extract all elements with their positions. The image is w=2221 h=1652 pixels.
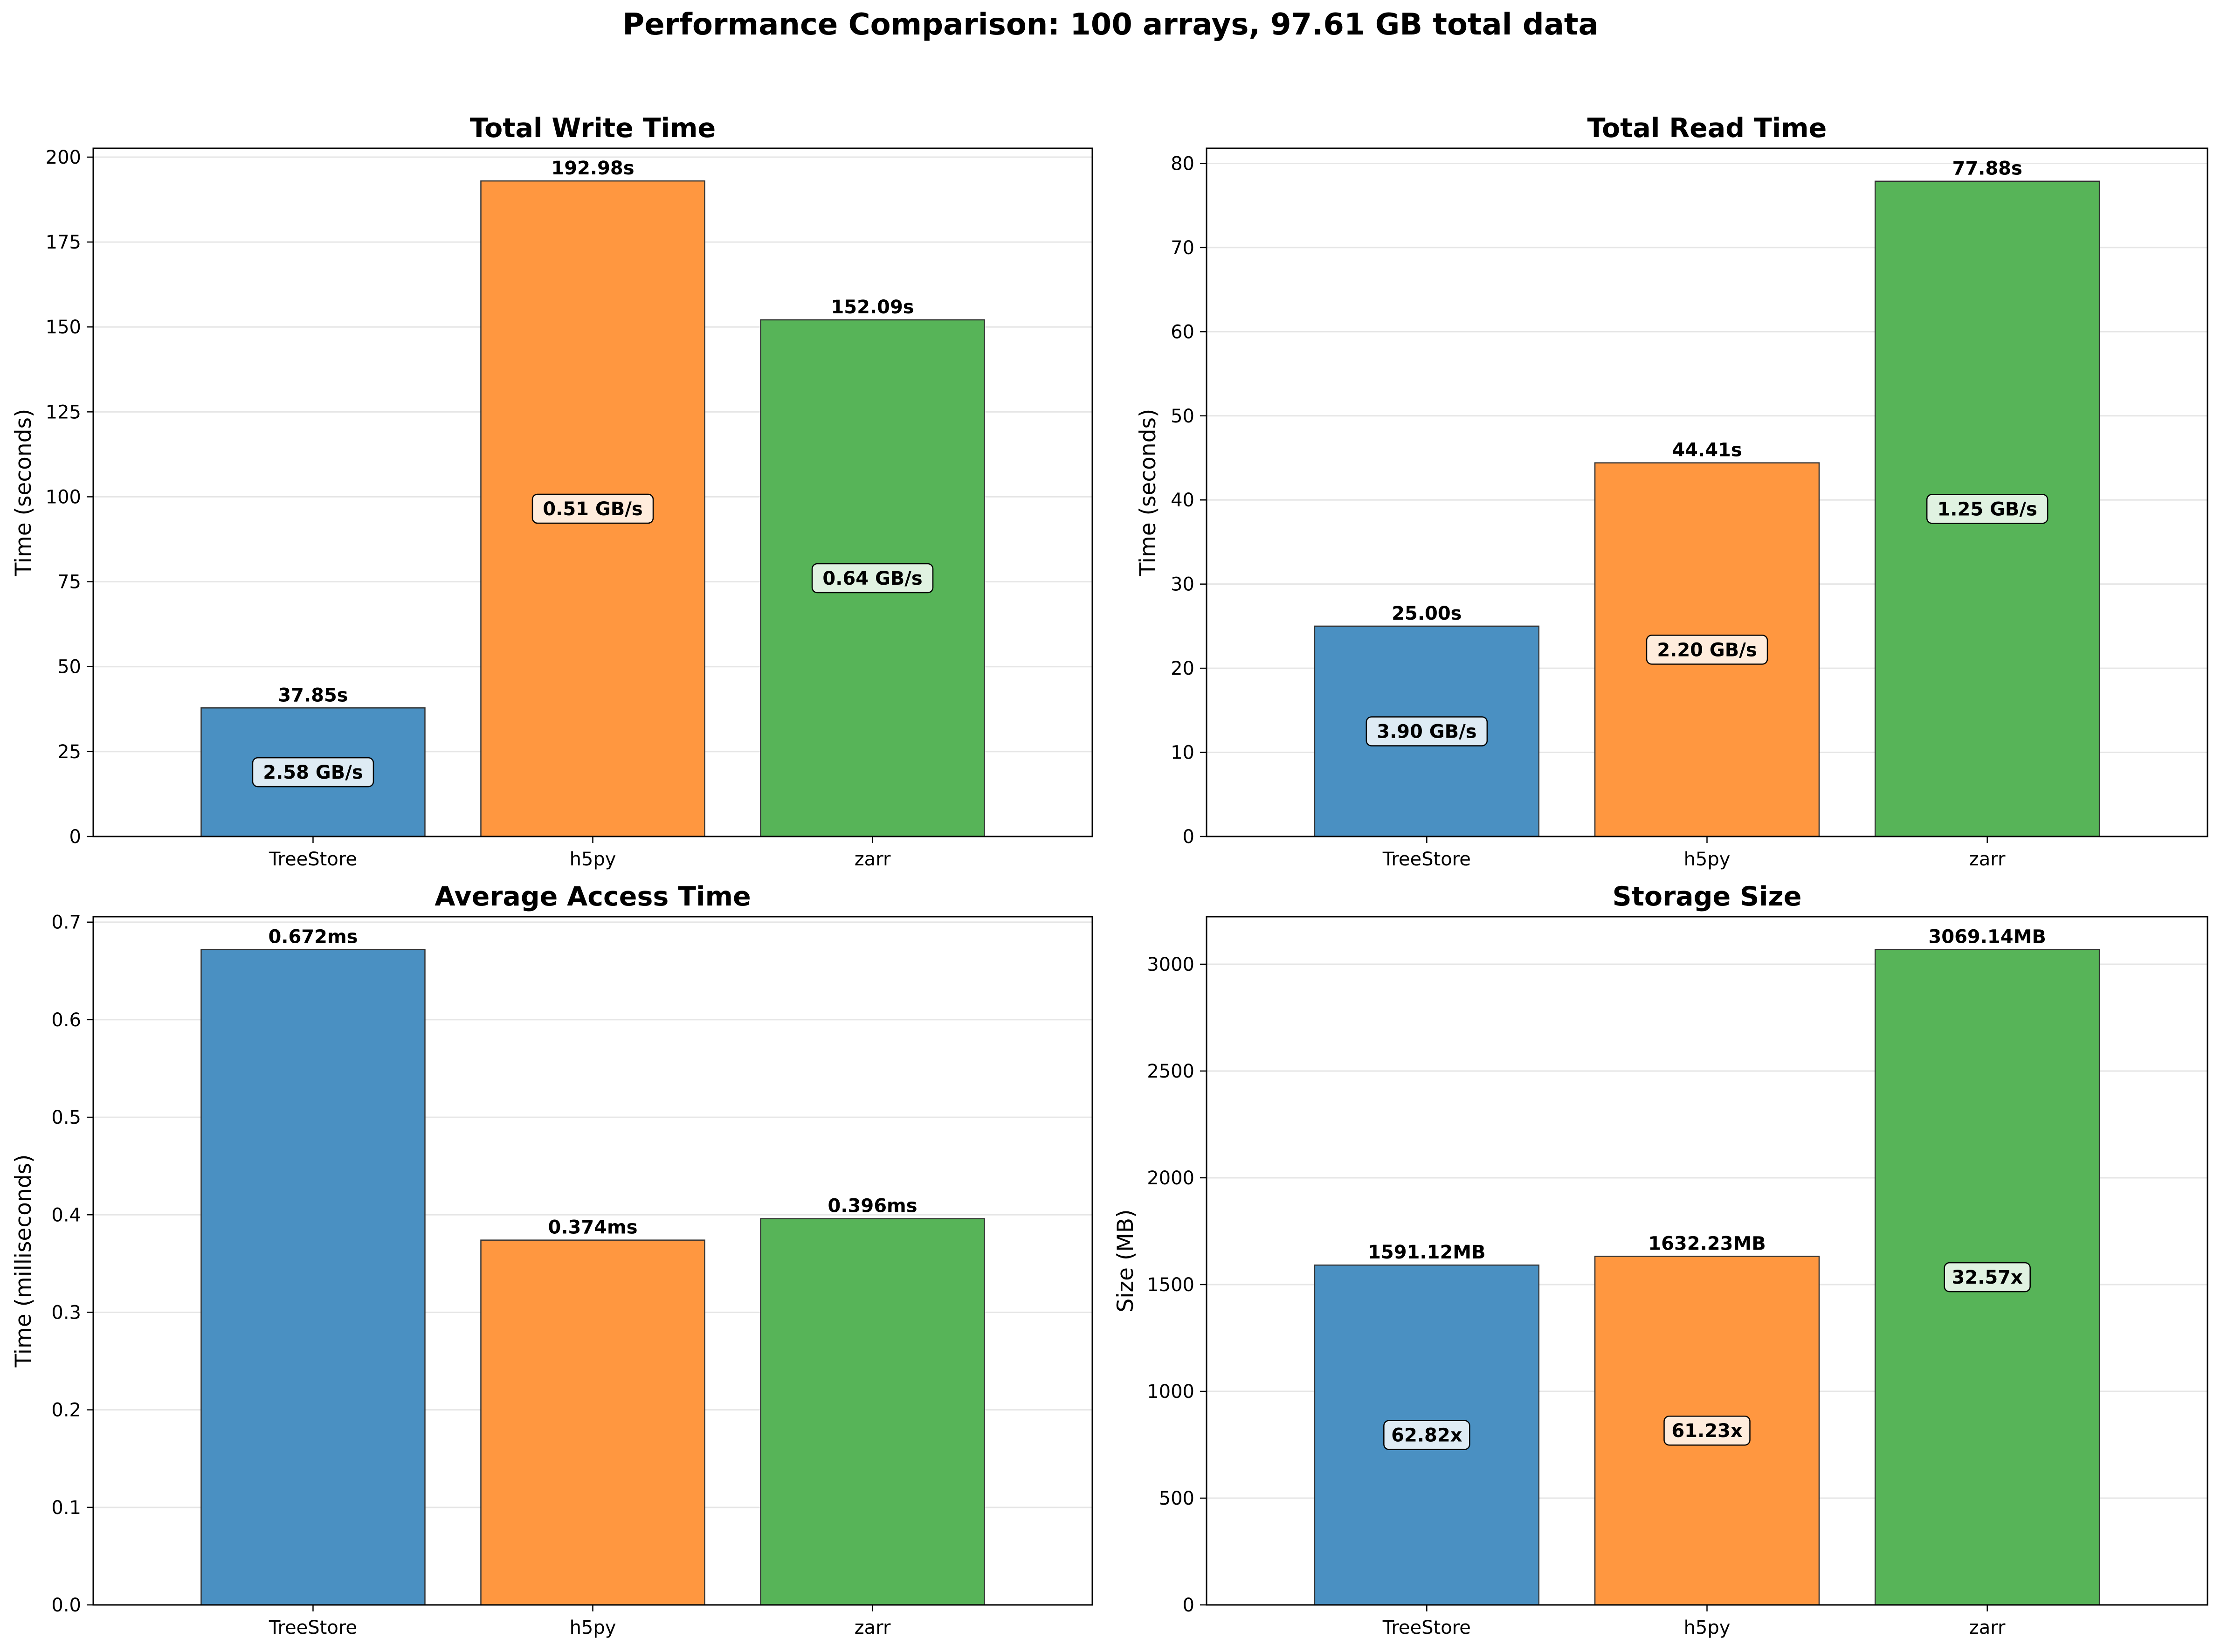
inner-label: 1.25 GB/s [1937,498,2037,520]
y-tick-label: 0 [1183,1595,1194,1616]
x-tick-label: h5py [1684,1617,1731,1638]
value-label: 1632.23MB [1648,1233,1766,1254]
inner-label-box [1926,494,2049,524]
x-tick-label: TreeStore [269,849,357,870]
chart-access-time: 0.672ms TreeStore 0.374ms h5py 0.396ms zarr 0.… [11,881,1093,1638]
inner-label-box [1646,635,1768,665]
x-tick-label: zarr [855,849,891,870]
y-tick-label: 0 [1183,826,1194,848]
value-label: 0.672ms [268,926,358,947]
y-axis-label: Time (seconds) [1135,409,1161,577]
value-label: 0.374ms [548,1217,637,1238]
y-tick-label: 0 [69,826,81,848]
y-tick-label: 0.3 [51,1302,81,1323]
inner-label-box [531,493,654,524]
panel-title: Total Write Time [470,113,716,144]
inner-label-box [1383,1420,1470,1450]
y-tick-label: 2000 [1147,1168,1194,1189]
y-tick-label: 50 [57,657,81,678]
panel-title: Total Read Time [1587,113,1827,144]
inner-label-box [1944,1262,2031,1293]
bar-zarr [760,1218,985,1606]
inner-label: 2.20 GB/s [1657,639,1757,661]
y-tick-label: 10 [1171,742,1194,764]
value-label: 0.396ms [828,1196,917,1217]
bar-treestore [200,949,426,1606]
value-label: 44.41s [1672,440,1742,461]
x-tick-label: zarr [1969,1617,2006,1638]
y-tick-label: 150 [46,317,81,338]
y-tick-label: 60 [1171,321,1194,343]
inner-label: 61.23x [1671,1420,1743,1442]
y-tick-label: 40 [1171,490,1194,511]
y-axis-label: Time (seconds) [11,409,36,577]
x-tick-label: zarr [1969,849,2006,870]
y-tick-label: 20 [1171,658,1194,679]
x-tick-label: TreeStore [269,1617,357,1638]
axes-frame [1206,916,2208,1606]
value-label: 37.85s [278,684,348,706]
y-axis-label: Size (MB) [1113,1210,1138,1313]
y-axis-label: Time (milliseconds) [11,1154,36,1368]
chart-write-time: 37.85s 2.58 GB/s TreeStore 192.98s 0.51 GB/s… [11,113,1093,870]
inner-label-box [811,563,934,594]
y-tick-label: 1000 [1147,1381,1194,1403]
panel-title: Storage Size [1613,881,1802,912]
inner-label: 32.57x [1952,1267,2023,1288]
inner-label: 0.64 GB/s [822,568,922,589]
x-tick-label: h5py [1684,849,1731,870]
bar-h5py [480,1239,705,1606]
value-label: 25.00s [1392,603,1462,624]
y-tick-label: 0.2 [51,1400,81,1421]
y-tick-label: 0.5 [51,1107,81,1128]
inner-label-box [252,757,374,788]
axes-frame [92,147,1093,837]
value-label: 1591.12MB [1368,1242,1485,1263]
y-tick-label: 0.0 [51,1595,81,1616]
y-tick-label: 1500 [1147,1274,1194,1296]
y-tick-label: 0.1 [51,1497,81,1519]
inner-label-box [1663,1415,1751,1446]
y-tick-label: 175 [46,232,81,253]
panel-title: Average Access Time [435,881,751,912]
x-tick-label: TreeStore [1382,1617,1471,1638]
x-tick-label: h5py [570,849,616,870]
axes-frame [92,916,1093,1606]
y-tick-label: 125 [46,401,81,423]
y-tick-label: 50 [1171,406,1194,427]
y-tick-label: 70 [1171,237,1194,259]
chart-storage-size: 1591.12MB 62.82x TreeStore 1632.23MB 61.23x h… [1113,881,2208,1638]
inner-label: 3.90 GB/s [1377,721,1476,742]
inner-label: 62.82x [1391,1425,1462,1446]
y-tick-label: 500 [1159,1488,1194,1509]
figure-title: Performance Comparison: 100 arrays, 97.6… [622,7,1598,42]
y-tick-label: 25 [57,741,81,763]
value-label: 192.98s [551,158,634,179]
value-label: 152.09s [831,297,914,318]
y-tick-label: 0.7 [51,912,81,933]
y-tick-label: 0.4 [51,1204,81,1226]
y-tick-label: 200 [46,147,81,168]
x-tick-label: zarr [855,1617,891,1638]
inner-label: 2.58 GB/s [263,762,363,783]
y-tick-label: 3000 [1147,954,1194,975]
value-label: 77.88s [1952,158,2022,180]
chart-read-time: 25.00s 3.90 GB/s TreeStore 44.41s 2.20 GB/s h… [1135,113,2208,870]
y-tick-label: 0.6 [51,1009,81,1031]
x-tick-label: h5py [570,1617,616,1638]
value-label: 3069.14MB [1928,926,2046,947]
y-tick-label: 2500 [1147,1061,1194,1082]
y-tick-label: 75 [57,572,81,593]
y-tick-label: 100 [46,486,81,508]
x-tick-label: TreeStore [1382,849,1471,870]
inner-label: 0.51 GB/s [543,498,642,520]
y-tick-label: 30 [1171,574,1194,595]
y-tick-label: 80 [1171,153,1194,174]
inner-label-box [1366,716,1488,747]
axes-frame [1206,147,2208,837]
